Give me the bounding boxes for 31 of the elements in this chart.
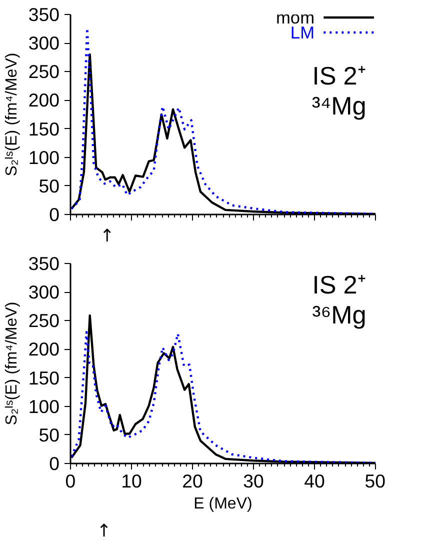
y-tick-label: 100 <box>28 146 60 168</box>
x-tick-label: 10 <box>121 470 142 492</box>
text: ↑ <box>100 226 114 246</box>
x-tick-label: 20 <box>182 470 203 492</box>
y-tick-label: 150 <box>28 367 60 388</box>
y-tick-label: 300 <box>28 32 60 54</box>
y-tick-label: 0 <box>49 453 60 474</box>
x-tick-label: 30 <box>243 470 264 492</box>
x-axis-title: E (MeV) <box>194 496 252 512</box>
annotation: IS 2⁺ <box>312 62 366 90</box>
y-tick-label: 250 <box>28 310 60 332</box>
y-tick-label: 250 <box>28 61 60 82</box>
text: ↑ <box>96 522 112 542</box>
annotation: IS 2⁺ <box>312 272 366 300</box>
y-tick-label: 50 <box>38 175 60 196</box>
y-tick-label: 100 <box>28 396 60 417</box>
y-tick-label: 150 <box>28 118 60 140</box>
annotation: ³⁶Mg <box>312 302 366 330</box>
y-tick-label: 350 <box>28 4 60 25</box>
x-tick-label: 0 <box>65 470 76 492</box>
y-tick-label: 200 <box>28 90 60 111</box>
y-tick-label: 300 <box>28 282 60 303</box>
y-axis-title: S₂ᴵˢ(E) (fm⁴/MeV) <box>3 52 20 176</box>
x-tick-label: 50 <box>364 470 386 492</box>
y-axis-title: S₂ᴵˢ(E) (fm⁴/MeV) <box>3 302 20 426</box>
annotation: ³⁴Mg <box>312 92 366 120</box>
y-tick-label: 350 <box>28 253 60 274</box>
y-tick-label: 0 <box>49 204 60 225</box>
y-tick-label: 50 <box>38 424 60 446</box>
x-tick-label: 40 <box>304 470 325 492</box>
y-tick-label: 200 <box>28 338 60 360</box>
